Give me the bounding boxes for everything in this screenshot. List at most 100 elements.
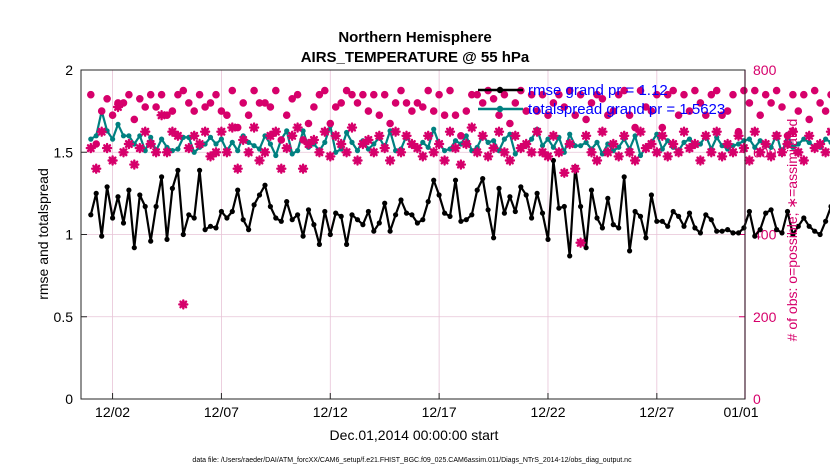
obs_assimilated-point — [265, 130, 276, 141]
rmse-point — [714, 228, 720, 234]
rmse-point — [284, 199, 290, 205]
obs_assimilated-point — [243, 147, 254, 158]
rmse-point — [235, 187, 241, 193]
obs_assimilated-point — [444, 126, 456, 137]
plot-frame — [80, 69, 746, 400]
rmse-point — [126, 187, 132, 193]
totalspread-point — [594, 139, 600, 145]
obs_assimilated-point — [716, 151, 728, 162]
totalspread-point — [365, 146, 371, 152]
obs_possible-point — [756, 111, 765, 120]
obs_possible-point — [87, 90, 95, 99]
y-tick-label: 1 — [65, 227, 73, 243]
obs_assimilated-point — [395, 147, 407, 158]
rmse-point — [256, 192, 263, 198]
obs_possible-point — [380, 90, 389, 99]
rmse-point — [338, 213, 344, 219]
obs_possible-point — [288, 95, 297, 103]
obs_assimilated-point — [248, 122, 260, 133]
obs_assimilated-point — [112, 101, 124, 113]
rmse-point — [768, 207, 774, 213]
obs_possible-point — [821, 107, 830, 115]
rmse-point — [333, 210, 339, 216]
obs_possible-point — [250, 86, 258, 95]
rmse-point — [501, 210, 507, 216]
totalspread-point — [159, 136, 165, 142]
totalspread-point — [207, 134, 214, 140]
totalspread-point — [616, 144, 622, 150]
rmse-point — [175, 167, 181, 173]
obs_possible-point — [680, 90, 688, 99]
rmse-point — [382, 200, 388, 206]
totalspread-point — [806, 139, 812, 145]
totalspread-point — [267, 141, 273, 147]
totalspread-point — [512, 151, 518, 157]
rmse-point — [393, 212, 399, 218]
obs_possible-point — [827, 91, 830, 99]
rmse-point — [398, 197, 404, 203]
x-tick-label: 12/27 — [639, 404, 674, 420]
rmse-point — [757, 227, 763, 233]
y-tick-label: 2 — [65, 62, 73, 78]
series-obs_assimilated — [85, 101, 830, 310]
obs_assimilated-point — [619, 130, 630, 141]
obs_assimilated-point — [504, 155, 516, 166]
obs_possible-point — [337, 99, 346, 107]
totalspread-point — [354, 148, 361, 154]
footnote: data file: /Users/raeder/DAI/ATM_forcXX/… — [192, 457, 632, 464]
obs_possible-point — [571, 111, 580, 120]
rmse-point — [594, 215, 600, 221]
totalspread-point — [442, 148, 448, 154]
obs_assimilated-point — [678, 126, 690, 137]
totalspread-point — [795, 141, 801, 147]
rmse-point — [442, 210, 448, 216]
rmse-point — [354, 217, 361, 223]
totalspread-point — [431, 126, 437, 132]
obs_assimilated-point — [129, 159, 140, 170]
totalspread-point — [142, 148, 148, 154]
obs_assimilated-point — [199, 126, 211, 137]
obs_assimilated-point — [270, 126, 281, 137]
totalspread-point — [191, 149, 197, 155]
obs_possible-point — [206, 99, 215, 107]
rmse-point — [240, 217, 246, 223]
rmse-point — [289, 217, 295, 223]
rmse-point — [131, 245, 137, 251]
obs_possible-point — [271, 86, 280, 95]
obs_assimilated-point — [390, 126, 401, 137]
obs_possible-point — [190, 107, 199, 115]
obs_possible-point — [740, 86, 748, 95]
obs_possible-point — [636, 86, 645, 95]
rmse-point — [115, 194, 121, 200]
rmse-point — [539, 210, 546, 216]
obs_possible-point — [282, 111, 291, 120]
rmse-point — [213, 225, 219, 231]
obs_possible-point — [565, 86, 574, 95]
obs_assimilated-point — [123, 138, 135, 150]
rmse-point — [512, 208, 518, 215]
rmse-point — [137, 192, 143, 198]
totalspread-point — [752, 144, 758, 150]
obs_possible-point — [625, 111, 634, 120]
obs_possible-point — [375, 111, 384, 120]
obs_possible-point — [772, 86, 781, 95]
rmse-point — [491, 235, 497, 241]
obs_possible-point — [506, 119, 514, 128]
obs_assimilated-point — [292, 122, 303, 133]
obs_assimilated-point — [450, 142, 461, 154]
rmse-point — [801, 215, 807, 221]
obs_assimilated-point — [809, 142, 820, 154]
left-axis: 0 0.5 1 1.5 2 — [54, 62, 87, 407]
obs_assimilated-point — [368, 147, 379, 158]
totalspread-point — [126, 133, 132, 139]
y-axis-label: rmse and totalspread — [35, 168, 51, 300]
obs_possible-point — [157, 90, 166, 99]
obs_assimilated-point — [406, 138, 418, 150]
obs_possible-point — [424, 86, 433, 95]
rmse-point — [632, 208, 638, 215]
series-obs_possible — [87, 86, 830, 148]
rmse-point — [588, 187, 595, 193]
obs_assimilated-point — [537, 147, 548, 158]
rmse-point — [322, 208, 328, 215]
obs_possible-point — [745, 99, 754, 107]
